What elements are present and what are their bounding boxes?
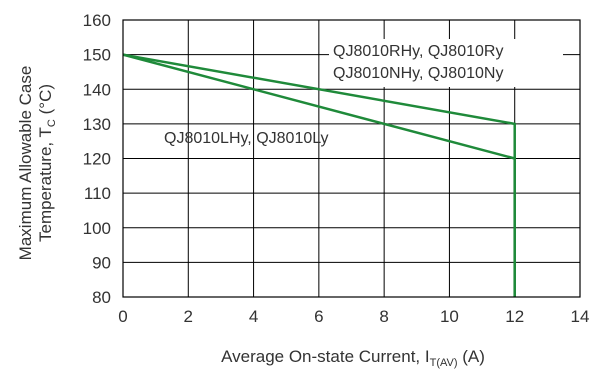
y-tick-label: 110 <box>84 184 111 203</box>
annotation-background <box>329 39 563 87</box>
x-tick-label: 8 <box>379 307 388 326</box>
y-tick-label: 150 <box>83 46 111 65</box>
x-tick-label: 12 <box>505 307 524 326</box>
x-tick-label: 2 <box>184 307 193 326</box>
x-tick-label: 10 <box>440 307 459 326</box>
y-tick-label: 140 <box>83 80 111 99</box>
y-tick-label: 100 <box>83 219 111 238</box>
series-layer <box>122 53 516 297</box>
y-tick-label: 80 <box>92 288 111 307</box>
series-label-1: QJ8010NHy, QJ8010Ny <box>333 65 503 82</box>
y-axis-title-line1: Maximum Allowable Case <box>16 66 35 261</box>
y-tick-labels: 80 90 100 110 120 130 140 150 160 <box>83 11 111 307</box>
y-tick-label: 130 <box>83 115 111 134</box>
x-axis-title: Average On-state Current, IT(AV) (A) <box>221 347 485 369</box>
y-tick-label: 120 <box>83 150 111 169</box>
plot-frame <box>122 19 581 298</box>
x-tick-labels: 0 2 4 6 8 10 12 14 <box>118 307 589 326</box>
x-tick-label: 4 <box>249 307 258 326</box>
annotations: QJ8010RHy, QJ8010Ry QJ8010NHy, QJ8010Ny QJ… <box>164 39 563 147</box>
series-label-2: QJ8010LHy, QJ8010Ly <box>164 130 329 147</box>
series-line-2 <box>122 53 516 297</box>
series-label-1: QJ8010RHy, QJ8010Ry <box>333 43 503 60</box>
y-tick-label: 90 <box>92 253 111 272</box>
y-tick-label: 160 <box>83 11 111 30</box>
x-tick-label: 14 <box>571 307 590 326</box>
x-tick-label: 0 <box>118 307 127 326</box>
y-axis-title-line2: Temperature, TC (°C) <box>36 84 58 242</box>
x-tick-label: 6 <box>314 307 323 326</box>
